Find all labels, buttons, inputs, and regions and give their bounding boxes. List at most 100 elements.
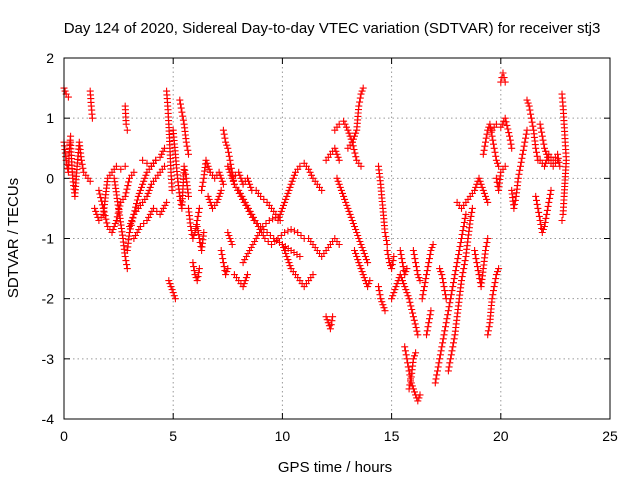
data-point xyxy=(472,255,480,263)
data-point xyxy=(426,311,434,319)
x-tick-label: 15 xyxy=(384,428,400,444)
data-point xyxy=(473,259,481,267)
data-point xyxy=(492,271,500,279)
data-point xyxy=(502,118,510,126)
data-point xyxy=(436,351,444,359)
data-point xyxy=(384,251,392,258)
data-point xyxy=(447,355,455,363)
data-point xyxy=(127,220,135,227)
data-point xyxy=(331,144,339,152)
data-point xyxy=(511,196,519,204)
data-point xyxy=(452,267,460,275)
data-point xyxy=(241,277,249,285)
y-tick-label: -3 xyxy=(42,351,55,367)
data-point xyxy=(495,265,503,273)
data-point xyxy=(357,90,365,98)
data-point xyxy=(99,204,107,212)
data-point xyxy=(122,189,130,197)
data-point xyxy=(193,277,201,285)
data-point xyxy=(490,144,498,152)
data-point xyxy=(420,283,428,291)
data-point xyxy=(285,186,293,194)
data-point xyxy=(176,96,184,104)
data-point xyxy=(351,223,358,230)
data-point xyxy=(482,138,489,146)
data-point xyxy=(297,232,305,239)
data-point xyxy=(498,120,506,128)
data-point xyxy=(543,206,551,214)
data-point xyxy=(434,367,441,375)
data-point xyxy=(364,259,372,267)
data-point xyxy=(328,317,336,325)
data-point xyxy=(334,177,342,185)
data-point xyxy=(489,291,497,299)
data-point xyxy=(91,204,99,212)
data-point xyxy=(377,295,385,303)
data-point xyxy=(108,229,116,236)
data-point xyxy=(189,259,197,267)
data-point xyxy=(486,120,494,128)
data-point xyxy=(399,259,406,267)
data-point xyxy=(284,256,292,264)
data-point xyxy=(112,162,120,170)
data-point xyxy=(251,238,259,245)
data-point xyxy=(542,159,550,167)
data-point xyxy=(239,259,247,267)
data-point xyxy=(79,164,87,172)
data-point xyxy=(170,292,178,300)
data-point xyxy=(265,217,273,224)
data-point xyxy=(111,220,119,227)
data-point xyxy=(335,156,343,164)
data-point xyxy=(123,261,131,269)
data-point xyxy=(411,255,419,263)
data-point xyxy=(247,244,255,251)
data-point xyxy=(169,289,177,297)
data-point xyxy=(138,183,145,191)
data-point xyxy=(539,136,547,144)
data-point xyxy=(93,210,101,218)
data-point xyxy=(275,213,283,221)
data-point xyxy=(423,271,430,279)
data-point xyxy=(559,210,567,218)
data-point xyxy=(335,241,343,248)
data-point xyxy=(506,136,514,144)
data-point xyxy=(398,255,406,263)
data-point xyxy=(444,311,452,319)
data-point xyxy=(517,158,525,166)
data-point xyxy=(334,153,342,161)
data-point xyxy=(472,183,480,191)
data-point xyxy=(156,153,164,161)
data-point xyxy=(446,359,454,367)
data-point xyxy=(216,189,224,197)
data-point xyxy=(225,165,233,173)
data-points xyxy=(60,69,570,405)
data-point xyxy=(471,186,479,194)
data-point xyxy=(439,339,447,347)
data-point xyxy=(161,201,169,209)
data-point xyxy=(333,174,341,182)
data-point xyxy=(340,192,348,200)
data-point xyxy=(140,220,148,227)
data-point xyxy=(335,180,343,188)
data-point xyxy=(205,165,213,173)
data-point xyxy=(525,102,533,110)
data-point xyxy=(222,138,230,146)
data-point xyxy=(187,223,195,230)
data-point xyxy=(224,162,232,170)
data-point xyxy=(341,120,349,128)
data-point xyxy=(98,197,106,205)
data-point xyxy=(411,352,418,360)
data-point xyxy=(214,195,222,203)
data-point xyxy=(143,217,151,224)
data-point xyxy=(477,180,485,188)
data-point xyxy=(249,241,257,248)
data-point xyxy=(159,204,167,212)
data-point xyxy=(411,388,418,396)
data-point xyxy=(445,303,453,311)
data-point xyxy=(351,149,359,157)
data-point xyxy=(389,257,397,265)
data-point xyxy=(415,274,423,282)
data-point xyxy=(226,156,234,164)
data-point xyxy=(228,174,236,182)
data-point xyxy=(280,201,287,209)
